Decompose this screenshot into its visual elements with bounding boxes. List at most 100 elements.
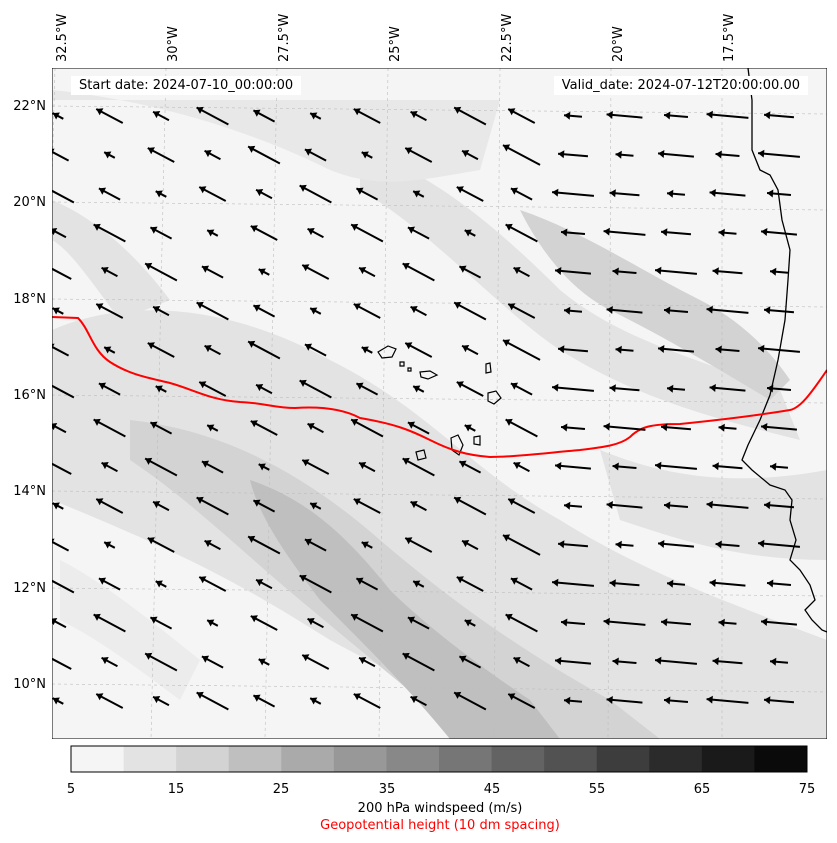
- wind-arrow: [247, 340, 281, 360]
- colorbar-segment: [544, 746, 598, 772]
- colorbar-subtitle: Geopotential height (10 dm spacing): [320, 818, 560, 833]
- wind-arrow: [247, 535, 281, 555]
- wind-arrow: [101, 461, 118, 473]
- wind-arrow: [718, 618, 737, 627]
- wind-arrow: [706, 305, 749, 314]
- wind-arrow: [358, 461, 376, 473]
- lat-label: 12°N: [13, 581, 46, 596]
- longitude-labels: 32.5°W 30°W 27.5°W 25°W 22.5°W 20°W 17.5…: [55, 14, 737, 62]
- wind-arrow: [760, 227, 798, 236]
- wind-arrow: [663, 696, 689, 705]
- wind-arrow: [258, 463, 270, 471]
- lon-label: 27.5°W: [277, 14, 292, 62]
- wind-arrow: [606, 305, 643, 314]
- wind-arrow: [458, 460, 482, 474]
- wind-arrow: [510, 382, 533, 396]
- wind-arrow: [461, 149, 479, 161]
- wind-arrow: [152, 305, 170, 317]
- wind-arrow: [299, 184, 332, 204]
- wind-arrow: [301, 459, 330, 475]
- wind-arrow: [101, 656, 118, 668]
- wind-arrow: [760, 422, 798, 431]
- lon-label: 32.5°W: [55, 14, 70, 62]
- wind-arrow: [609, 384, 640, 393]
- wind-arrow: [464, 619, 476, 627]
- wind-arrow: [307, 617, 324, 629]
- wind-arrow: [155, 190, 167, 198]
- wind-arrow: [250, 225, 278, 241]
- wind-arrow: [250, 615, 278, 631]
- wind-arrow: [709, 578, 746, 587]
- wind-arrow: [769, 657, 789, 666]
- wind-arrow: [554, 266, 592, 275]
- wind-arrow: [766, 189, 792, 198]
- wind-arrow: [615, 540, 634, 549]
- wind-arrow: [404, 342, 433, 358]
- wind-arrow: [247, 145, 281, 165]
- wind-arrow: [654, 461, 698, 470]
- wind-arrow: [198, 186, 227, 202]
- wind-arrow: [612, 657, 637, 666]
- wind-arrow: [98, 577, 121, 591]
- wind-arrow: [666, 384, 686, 393]
- wind-arrow: [660, 228, 692, 237]
- wind-arrow: [206, 619, 219, 627]
- longitude-gridline: [264, 68, 278, 739]
- wind-arrow: [763, 501, 795, 510]
- wind-arrow: [361, 541, 373, 549]
- wind-arrow: [502, 534, 541, 556]
- wind-arrow: [706, 695, 749, 704]
- wind-arrow: [304, 343, 327, 357]
- wind-arrow: [201, 265, 224, 279]
- wind-arrow: [309, 307, 322, 315]
- lat-label: 10°N: [13, 677, 46, 692]
- wind-arrow: [760, 617, 798, 626]
- wind-arrow: [196, 106, 229, 126]
- wind-arrow: [309, 502, 322, 510]
- wind-arrow: [709, 383, 746, 392]
- wind-arrow: [453, 106, 487, 126]
- wind-arrow: [563, 111, 583, 120]
- wind-arrow: [660, 423, 692, 432]
- wind-arrow: [505, 418, 538, 438]
- wind-arrow: [464, 229, 476, 237]
- wind-arrow: [155, 580, 167, 588]
- wind-vector-field: [52, 106, 801, 711]
- wind-arrow: [456, 186, 484, 202]
- colorbar-segment: [176, 746, 230, 772]
- wind-arrow: [769, 462, 789, 471]
- wind-arrow: [557, 345, 589, 354]
- wind-arrow: [513, 656, 530, 668]
- wind-arrow: [706, 110, 749, 119]
- wind-arrow: [353, 693, 381, 709]
- wind-arrow: [101, 266, 118, 278]
- coastline-africa: [741, 68, 827, 633]
- wind-arrow: [52, 112, 64, 120]
- wind-arrow: [98, 382, 121, 396]
- wind-arrow: [52, 502, 64, 510]
- wind-arrow: [507, 108, 536, 124]
- wind-arrow: [309, 112, 322, 120]
- wind-arrow: [709, 188, 746, 197]
- colorbar-tick: 75: [799, 782, 816, 797]
- colorbar-segment: [333, 746, 387, 772]
- wind-arrow: [52, 579, 75, 594]
- colorbar-tick: 55: [589, 782, 606, 797]
- wind-arrow: [402, 457, 435, 477]
- wind-arrow: [152, 695, 170, 707]
- colorbar-tick: 15: [168, 782, 185, 797]
- lon-label: 20°W: [611, 26, 626, 62]
- wind-arrow: [98, 187, 121, 201]
- wind-arrow: [103, 151, 116, 159]
- wind-arrow: [603, 227, 646, 236]
- wind-arrow: [361, 346, 373, 354]
- wind-arrow: [513, 461, 530, 473]
- colorbar-segment: [386, 746, 440, 772]
- wind-arrow: [149, 616, 173, 630]
- wind-arrow: [612, 267, 637, 276]
- wind-arrow: [757, 149, 801, 158]
- wind-arrow: [410, 110, 427, 122]
- lon-label: 30°W: [166, 26, 181, 62]
- wind-arrow: [456, 576, 484, 592]
